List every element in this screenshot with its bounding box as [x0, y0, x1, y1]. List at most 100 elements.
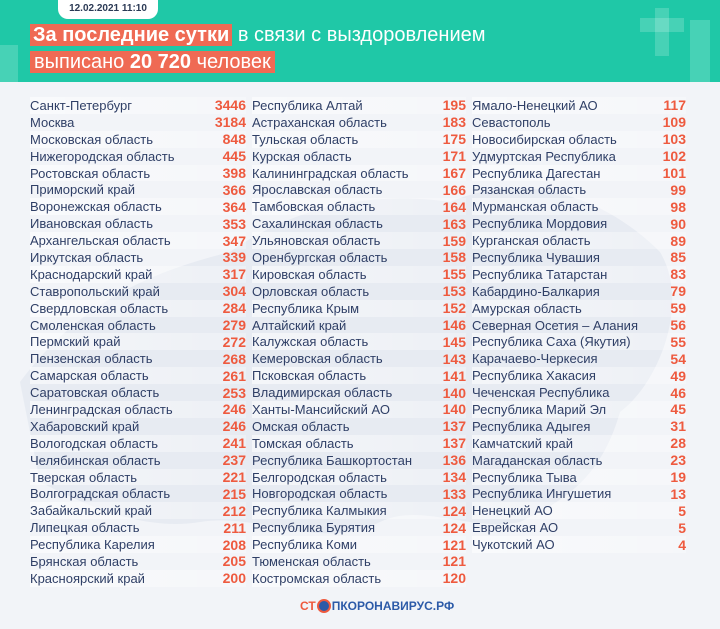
stopcoronavirus-logo[interactable]: СТ ПКОРОНАВИРУС.РФ [300, 599, 454, 613]
region-name: Республика Ингушетия [472, 486, 612, 502]
plus-decoration [640, 18, 684, 32]
region-row: Пензенская область 268 [30, 350, 246, 367]
region-row: Ямало-Ненецкий АО 117 [472, 97, 686, 114]
region-name: Пензенская область [30, 351, 153, 367]
region-row: Свердловская область 284 [30, 299, 246, 317]
region-row: Саратовская область 253 [30, 384, 246, 401]
region-row: Рязанская область 99 [472, 181, 686, 198]
region-name: Курганская область [472, 233, 591, 249]
region-name: Забайкальский край [30, 503, 153, 519]
region-row: Северная Осетия – Алания 56 [472, 317, 686, 334]
region-row: Пермский край 272 [30, 333, 246, 351]
recovered-count: 56 [670, 317, 686, 334]
logo-part1: СТ [300, 599, 316, 613]
recovered-count: 102 [662, 148, 686, 165]
region-row: Оренбургская область 158 [252, 249, 466, 266]
region-name: Тамбовская область [252, 199, 376, 215]
region-row: Ростовская область 398 [30, 164, 246, 182]
region-row: Красноярский край 200 [30, 569, 246, 587]
region-row: Санкт-Петербург 3446 [30, 97, 246, 114]
plus-decoration [655, 8, 669, 56]
region-row: Костромская область 120 [252, 569, 466, 587]
region-name: Республика Хакасия [472, 368, 596, 384]
region-row: Амурская область 59 [472, 299, 686, 317]
region-row: Еврейская АО 5 [472, 519, 686, 536]
recovered-count: 136 [442, 452, 466, 469]
region-name: Нижегородская область [30, 148, 175, 164]
region-name: Ивановская область [30, 216, 153, 232]
recovered-count: 241 [222, 435, 246, 452]
headline-highlight: За последние сутки [33, 24, 230, 46]
region-name: Карачаево-Черкесия [472, 351, 598, 367]
region-row: Краснодарский край 317 [30, 265, 246, 283]
recovered-count: 164 [442, 198, 466, 215]
region-row: Республика Карелия 208 [30, 536, 246, 554]
region-row: Вологодская область 241 [30, 434, 246, 452]
recovered-count: 364 [222, 198, 246, 215]
region-row: Севастополь 109 [472, 114, 686, 131]
region-name: Волгоградская область [30, 486, 171, 502]
recovered-count: 211 [223, 519, 246, 536]
recovered-count: 195 [442, 97, 466, 114]
recovered-count: 83 [670, 266, 686, 283]
region-name: Москва [30, 114, 75, 130]
recovered-count: 166 [442, 181, 466, 198]
recovered-count: 54 [670, 350, 686, 367]
region-name: Северная Осетия – Алания [472, 317, 638, 333]
region-row: Республика Чувашия 85 [472, 249, 686, 266]
recovered-count: 398 [222, 165, 246, 181]
headline-line1: За последние сутки в связи с выздоровлен… [30, 24, 486, 47]
recovered-count: 145 [442, 333, 466, 350]
region-name: Республика Тыва [472, 469, 577, 485]
recovered-count: 146 [442, 317, 466, 334]
recovered-count: 120 [442, 570, 466, 587]
recovered-count: 246 [222, 401, 246, 418]
recovered-count: 221 [222, 469, 246, 486]
region-name: Новгородская область [252, 486, 388, 502]
recovered-count: 143 [442, 350, 466, 367]
region-row: Республика Марий Эл 45 [472, 401, 686, 418]
recovered-count: 134 [442, 469, 466, 486]
region-name: Удмуртская Республика [472, 148, 616, 164]
region-name: Республика Саха (Якутия) [472, 334, 631, 350]
recovered-count: 261 [222, 367, 246, 384]
region-row: Смоленская область 279 [30, 317, 246, 334]
recovered-count: 121 [442, 536, 466, 553]
recovered-count: 215 [222, 485, 246, 502]
recovered-count: 140 [442, 384, 466, 401]
recovered-count: 279 [222, 317, 246, 334]
region-row: Ставропольский край 304 [30, 283, 246, 300]
region-name: Ставропольский край [30, 283, 160, 299]
region-row: Республика Мордовия 90 [472, 215, 686, 232]
region-row: Московская область 848 [30, 130, 246, 148]
region-row: Чеченская Республика 46 [472, 384, 686, 401]
region-name: Кемеровская область [252, 351, 383, 367]
recovered-count: 155 [442, 266, 466, 283]
recovered-count: 353 [222, 215, 246, 232]
region-name: Калужская область [252, 334, 369, 350]
region-row: Сахалинская область 163 [252, 215, 466, 232]
recovered-count: 46 [670, 384, 686, 401]
recovered-count: 140 [442, 401, 466, 418]
recovered-count: 272 [222, 333, 246, 350]
region-row: Псковская область 141 [252, 367, 466, 385]
region-row: Камчатский край 28 [472, 434, 686, 452]
region-row: Орловская область 153 [252, 283, 466, 300]
region-row: Республика Бурятия 124 [252, 519, 466, 536]
region-column-2: Республика Алтай 195 Астраханская область 1… [252, 97, 466, 587]
recovered-count: 49 [670, 367, 686, 384]
region-row: Новгородская область 133 [252, 485, 466, 502]
region-row: Республика Ингушетия 13 [472, 485, 686, 502]
region-row: Мурманская область 98 [472, 198, 686, 216]
region-column-1: Санкт-Петербург 3446 Москва 3184 Московская … [30, 97, 246, 587]
region-name: Новосибирская область [472, 131, 617, 147]
region-name: Краснодарский край [30, 266, 153, 282]
region-name: Республика Коми [252, 537, 358, 553]
region-row: Волгоградская область 215 [30, 485, 246, 502]
region-row: Республика Хакасия 49 [472, 367, 686, 385]
region-row: Республика Алтай 195 [252, 97, 466, 114]
region-row: Тюменская область 121 [252, 553, 466, 570]
region-row: Удмуртская Республика 102 [472, 148, 686, 165]
region-row: Кемеровская область 143 [252, 350, 466, 367]
region-name: Республика Крым [252, 300, 360, 316]
